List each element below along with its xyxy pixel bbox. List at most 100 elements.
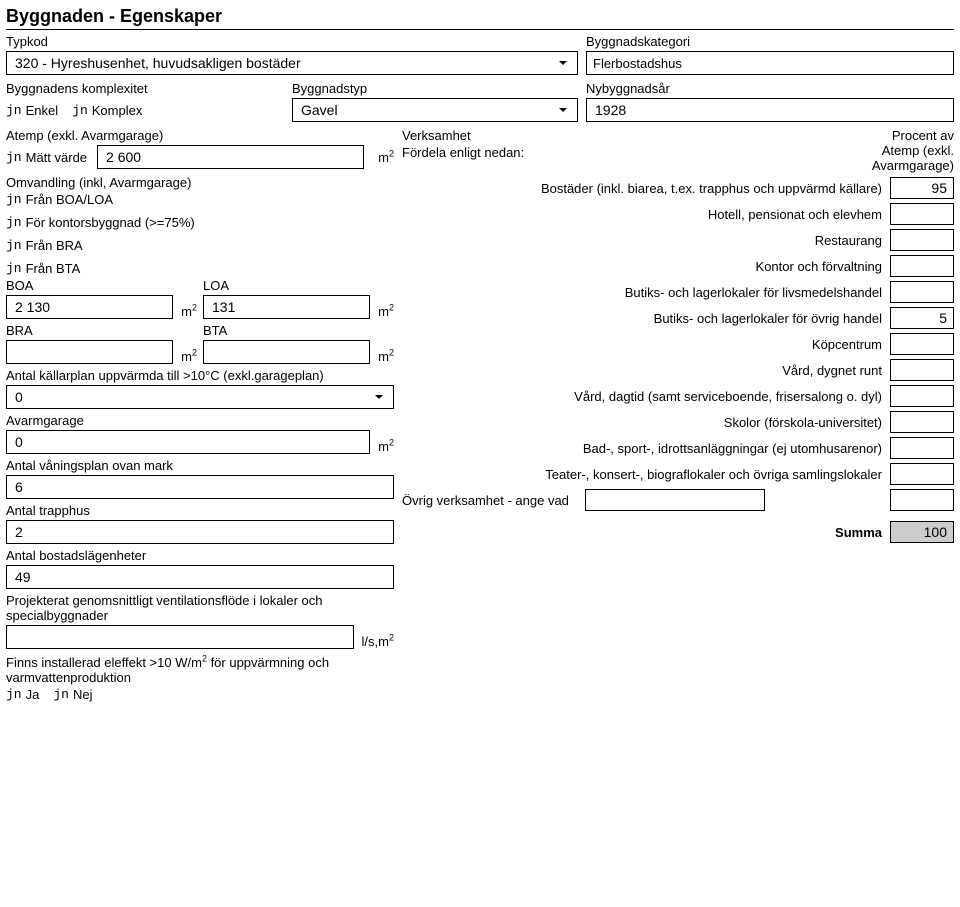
typkod-value: 320 - Hyreshusenhet, huvudsakligen bostä…	[15, 55, 301, 71]
komplexitet-label: Byggnadens komplexitet	[6, 81, 284, 96]
bra-input[interactable]	[6, 340, 173, 364]
pct-row-input[interactable]: 95	[890, 177, 954, 199]
nybyggnadsar-input[interactable]: 1928	[586, 98, 954, 122]
pct-row-label: Restaurang	[402, 233, 890, 248]
byggnadstyp-label: Byggnadstyp	[292, 81, 578, 96]
ventflode-input[interactable]	[6, 625, 354, 649]
loa-input[interactable]: 131	[203, 295, 370, 319]
eleffekt-label: Finns installerad eleffekt >10 W/m2 för …	[6, 655, 394, 685]
radio-nej[interactable]: jn Nej	[53, 687, 92, 702]
radio-bra[interactable]: jn Från BRA	[6, 238, 394, 253]
radio-matt-varde[interactable]: jn Mätt värde	[6, 150, 87, 165]
radio-bta[interactable]: jn Från BTA	[6, 261, 394, 276]
avarmgarage-input[interactable]: 0	[6, 430, 370, 454]
radio-icon: jn	[6, 261, 22, 276]
typkod-select[interactable]: 320 - Hyreshusenhet, huvudsakligen bostä…	[6, 51, 578, 75]
pct-row-label: Bostäder (inkl. biarea, t.ex. trapphus o…	[402, 181, 890, 196]
verksamhet-sub: Fördela enligt nedan:	[402, 145, 872, 160]
radio-icon: jn	[6, 687, 22, 702]
radio-icon: jn	[6, 238, 22, 253]
unit-lsm2: l/s,m2	[362, 634, 394, 649]
radio-ja[interactable]: jn Ja	[6, 687, 39, 702]
summa-value: 100	[890, 521, 954, 543]
page-title: Byggnaden - Egenskaper	[6, 6, 954, 30]
chevron-down-icon	[371, 389, 387, 405]
radio-komplex-label: Komplex	[92, 103, 143, 118]
bta-label: BTA	[203, 323, 394, 338]
byggnadskategori-value: Flerbostadshus	[586, 51, 954, 75]
pct-header-3: Avarmgarage)	[872, 158, 954, 173]
other-label: Övrig verksamhet - ange vad	[402, 493, 577, 508]
unit-m2: m2	[181, 349, 197, 364]
bostadslagenheter-input[interactable]: 49	[6, 565, 394, 589]
pct-row-label: Köpcentrum	[402, 337, 890, 352]
pct-row-input[interactable]	[890, 385, 954, 407]
pct-row-input[interactable]	[890, 281, 954, 303]
verksamhet-label: Verksamhet	[402, 128, 872, 143]
vaningsplan-input[interactable]: 6	[6, 475, 394, 499]
bra-label: BRA	[6, 323, 197, 338]
pct-row-label: Kontor och förvaltning	[402, 259, 890, 274]
radio-bta-label: Från BTA	[26, 261, 81, 276]
atemp-input[interactable]: 2 600	[97, 145, 364, 169]
pct-row-input[interactable]: 5	[890, 307, 954, 329]
vaningsplan-label: Antal våningsplan ovan mark	[6, 458, 394, 473]
pct-row-input[interactable]	[890, 411, 954, 433]
byggnadstyp-value: Gavel	[301, 102, 338, 118]
radio-bra-label: Från BRA	[26, 238, 83, 253]
kallarplan-select[interactable]: 0	[6, 385, 394, 409]
unit-m2: m2	[378, 304, 394, 319]
boa-input[interactable]: 2 130	[6, 295, 173, 319]
radio-kontor-label: För kontorsbyggnad (>=75%)	[26, 215, 195, 230]
unit-m2: m2	[378, 150, 394, 165]
radio-icon: jn	[53, 687, 69, 702]
pct-row-input[interactable]	[890, 437, 954, 459]
radio-enkel-label: Enkel	[26, 103, 59, 118]
radio-icon: jn	[6, 103, 22, 118]
pct-row-label: Bad-, sport-, idrottsanläggningar (ej ut…	[402, 441, 890, 456]
byggnadstyp-select[interactable]: Gavel	[292, 98, 578, 122]
other-pct-input[interactable]	[890, 489, 954, 511]
radio-icon: jn	[6, 215, 22, 230]
trapphus-input[interactable]: 2	[6, 520, 394, 544]
pct-row-input[interactable]	[890, 203, 954, 225]
radio-icon: jn	[6, 192, 22, 207]
boa-label: BOA	[6, 278, 197, 293]
kallarplan-label: Antal källarplan uppvärmda till >10°C (e…	[6, 368, 394, 383]
pct-row-label: Teater-, konsert-, biograflokaler och öv…	[402, 467, 890, 482]
pct-row-label: Butiks- och lagerlokaler för övrig hande…	[402, 311, 890, 326]
pct-row-label: Butiks- och lagerlokaler för livsmedelsh…	[402, 285, 890, 300]
ventflode-label: Projekterat genomsnittligt ventilationsf…	[6, 593, 394, 623]
chevron-down-icon	[555, 55, 571, 71]
bta-input[interactable]	[203, 340, 370, 364]
radio-kontor[interactable]: jn För kontorsbyggnad (>=75%)	[6, 215, 394, 230]
radio-ja-label: Ja	[26, 687, 40, 702]
other-verksamhet-input[interactable]	[585, 489, 765, 511]
pct-row-input[interactable]	[890, 359, 954, 381]
radio-icon: jn	[72, 103, 88, 118]
pct-row-input[interactable]	[890, 229, 954, 251]
pct-row-input[interactable]	[890, 463, 954, 485]
omvandling-label: Omvandling (inkl, Avarmgarage)	[6, 175, 394, 190]
pct-row-input[interactable]	[890, 333, 954, 355]
pct-row-input[interactable]	[890, 255, 954, 277]
byggnadskategori-label: Byggnadskategori	[586, 34, 954, 49]
radio-nej-label: Nej	[73, 687, 93, 702]
radio-komplex[interactable]: jn Komplex	[72, 103, 142, 118]
avarmgarage-label: Avarmgarage	[6, 413, 394, 428]
pct-row-label: Skolor (förskola-universitet)	[402, 415, 890, 430]
pct-row-label: Vård, dygnet runt	[402, 363, 890, 378]
unit-m2: m2	[378, 439, 394, 454]
pct-header-2: Atemp (exkl.	[882, 143, 954, 158]
typkod-label: Typkod	[6, 34, 578, 49]
trapphus-label: Antal trapphus	[6, 503, 394, 518]
pct-row-label: Vård, dagtid (samt serviceboende, friser…	[402, 389, 890, 404]
radio-icon: jn	[6, 150, 22, 165]
radio-boaloa-label: Från BOA/LOA	[26, 192, 113, 207]
radio-boaloa[interactable]: jn Från BOA/LOA	[6, 192, 394, 207]
unit-m2: m2	[378, 349, 394, 364]
bostadslagenheter-label: Antal bostadslägenheter	[6, 548, 394, 563]
chevron-down-icon	[555, 102, 571, 118]
nybyggnadsar-label: Nybyggnadsår	[586, 81, 954, 96]
radio-enkel[interactable]: jn Enkel	[6, 103, 58, 118]
